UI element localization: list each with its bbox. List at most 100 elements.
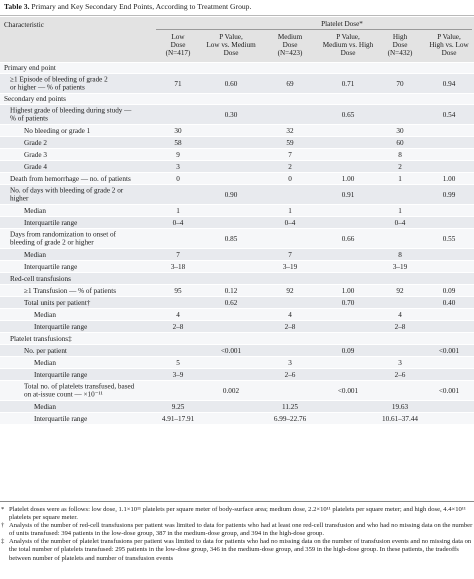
- header-line: P Value,: [437, 33, 461, 41]
- p-low-medium-header: P Value, Low vs. Medium Dose: [202, 33, 260, 58]
- row-label: Median: [0, 250, 46, 258]
- low-dose-value: 4.91–17.91: [161, 414, 195, 423]
- low-dose-value: 3: [176, 162, 180, 171]
- row-label-line: Highest grade of bleeding during study —: [10, 106, 132, 115]
- row-label-line: Median: [24, 250, 46, 259]
- table-row: No. of days with bleeding of grade 2 or h…: [0, 184, 474, 204]
- medium-dose-value: 7: [288, 250, 292, 259]
- table-row: Days from randomization to onset of bleed…: [0, 228, 474, 248]
- row-label: Interquartile range: [0, 262, 77, 270]
- p-medium-high-value: 0.71: [341, 79, 355, 88]
- row-label-line: Grade 2: [24, 138, 47, 147]
- low-dose-value: 1: [176, 206, 180, 215]
- p-medium-high-value: 0.66: [341, 234, 355, 243]
- low-dose-value: 4: [176, 310, 180, 319]
- platelet-dose-rule: [156, 29, 472, 30]
- header-line: Medium vs. High: [322, 41, 374, 50]
- high-dose-value: 70: [396, 79, 404, 88]
- p-medium-high-value: 0.65: [341, 110, 355, 119]
- medium-dose-value: 92: [286, 286, 294, 295]
- row-label-line: Median: [34, 402, 56, 411]
- high-dose-value: 8: [398, 150, 402, 159]
- p-high-low-value: 0.54: [442, 110, 456, 119]
- table-bottom-rule: [0, 501, 474, 502]
- row-label-line: ≥1 Transfusion — % of patients: [24, 286, 116, 295]
- row-label: No. per patient: [0, 346, 67, 354]
- header-line: Dose: [340, 49, 356, 58]
- p-high-low-value: 0.40: [442, 298, 456, 307]
- row-label: Interquartile range: [0, 322, 87, 330]
- low-dose-value: 58: [174, 138, 182, 147]
- table-row: Grade 4 3 2 2: [0, 160, 474, 172]
- medium-dose-value: 59: [286, 138, 294, 147]
- table-caption: Primary and Key Secondary End Points, Ac…: [31, 2, 252, 11]
- header-line: Medium: [277, 33, 303, 41]
- low-dose-value: 9.25: [171, 402, 185, 411]
- p-low-medium-value: 0.90: [224, 190, 238, 199]
- row-label: Median: [0, 310, 56, 318]
- row-label-line: % of patients: [10, 114, 48, 123]
- header-line: Dose: [223, 49, 239, 58]
- p-low-medium-value: 0.85: [224, 234, 238, 243]
- p-medium-high-header: P Value, Medium vs. High Dose: [318, 33, 378, 58]
- footnote: † Analysis of the number of red-cell tran…: [0, 522, 474, 538]
- row-label-line: Total no. of platelets transfused, based: [24, 382, 135, 391]
- medium-dose-value: 6.99–22.76: [273, 414, 307, 423]
- header-line: High vs. Low: [429, 41, 469, 50]
- row-label: Median: [0, 358, 56, 366]
- table-row: No bleeding or grade 1 30 32 30: [0, 124, 474, 136]
- row-label: Red-cell transfusions: [0, 274, 71, 282]
- table-row: Death from hemorrhage — no. of patients 0…: [0, 172, 474, 184]
- high-dose-value: 19.63: [391, 402, 409, 411]
- high-dose-value: 2–6: [394, 370, 406, 379]
- high-dose-value: 3–19: [392, 262, 408, 271]
- low-dose-value: 2–8: [172, 322, 184, 331]
- medium-dose-value: 0: [288, 174, 292, 183]
- p-high-low-value: 0.09: [442, 286, 456, 295]
- row-label: Grade 3: [0, 150, 47, 158]
- high-dose-value: 1: [398, 174, 402, 183]
- p-medium-high-value: 1.00: [341, 286, 355, 295]
- table-row: Primary end point: [0, 62, 474, 73]
- row-label: No bleeding or grade 1: [0, 126, 90, 134]
- table-row: Median 4 4 4: [0, 308, 474, 320]
- table-row: Interquartile range 3–18 3–19 3–19: [0, 260, 474, 272]
- header-line: (N=417): [165, 49, 191, 58]
- header-line: High: [392, 33, 408, 41]
- header-line: Dose: [170, 41, 186, 50]
- low-dose-header: Low Dose (N=417): [156, 33, 200, 58]
- row-label-line: higher: [10, 194, 29, 203]
- row-label: Grade 2: [0, 138, 47, 146]
- header-line: P Value,: [336, 33, 360, 41]
- table-row: Interquartile range 2–8 2–8 2–8: [0, 320, 474, 332]
- characteristic-header: Characteristic: [4, 21, 44, 29]
- medium-dose-value: 2–8: [284, 322, 296, 331]
- high-dose-value: 60: [396, 138, 404, 147]
- p-high-low-value: <0.001: [438, 386, 460, 395]
- row-label: Primary end point: [0, 64, 56, 72]
- low-dose-value: 71: [174, 79, 182, 88]
- medium-dose-value: 11.25: [282, 402, 298, 411]
- row-label: Platelet transfusions‡: [0, 334, 72, 342]
- header-line: Low: [171, 33, 185, 41]
- row-label-line: on at-issue count — ×10⁻¹¹: [24, 390, 103, 399]
- header-line: Low vs. Medium: [206, 41, 256, 50]
- row-label-line: Days from randomization to onset of: [10, 230, 116, 239]
- p-high-low-value: 0.94: [442, 79, 456, 88]
- row-label-line: Median: [34, 310, 56, 319]
- table-row: ≥1 Transfusion — % of patients 95 0.12 92 1.…: [0, 284, 474, 296]
- p-medium-high-value: 0.09: [341, 346, 355, 355]
- low-dose-value: 3–9: [172, 370, 184, 379]
- high-dose-value: 2–8: [394, 322, 406, 331]
- footnote-text: Analysis of the number of platelet trans…: [9, 538, 472, 562]
- high-dose-value: 0–4: [394, 218, 406, 227]
- p-high-low-value: 0.55: [442, 234, 456, 243]
- p-low-medium-value: 0.60: [224, 79, 238, 88]
- header-line: Dose: [282, 41, 298, 50]
- row-label-line: Red-cell transfusions: [10, 274, 71, 283]
- table-row: Interquartile range 0–4 0–4 0–4: [0, 216, 474, 228]
- row-label: No. of days with bleeding of grade 2 or h…: [0, 186, 123, 203]
- row-label: Highest grade of bleeding during study —…: [0, 106, 131, 123]
- high-dose-value: 1: [398, 206, 402, 215]
- row-label-line: Total units per patient†: [24, 298, 91, 307]
